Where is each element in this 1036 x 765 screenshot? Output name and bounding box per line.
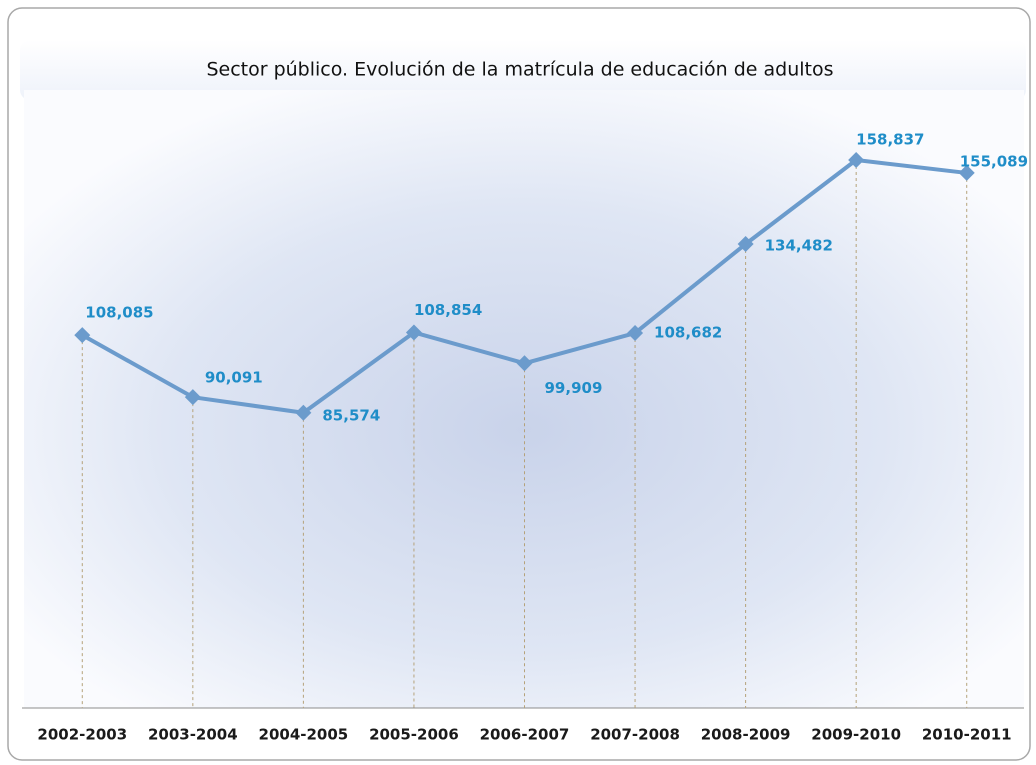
x-tick-label: 2008-2009 [701,726,791,744]
value-label: 90,091 [205,369,263,387]
value-label: 158,837 [856,131,924,149]
x-tick-label: 2003-2004 [148,726,238,744]
value-label: 108,682 [654,324,722,342]
x-tick-label: 2004-2005 [259,726,349,744]
marker [848,152,865,168]
x-tick-label: 2009-2010 [811,726,901,744]
value-label: 134,482 [765,237,833,255]
marker [958,164,975,181]
marker [295,404,312,421]
value-label: 155,089 [960,152,1028,170]
plot-background [24,90,1024,708]
value-label: 85,574 [322,406,380,424]
x-tick-label: 2005-2006 [369,726,459,744]
marker [184,389,201,406]
marker [74,327,91,344]
marker [516,355,533,372]
chart-title: Sector público. Evolución de la matrícul… [206,59,833,81]
value-label: 108,085 [85,304,153,322]
value-label: 99,909 [545,379,603,397]
x-tick-label: 2006-2007 [480,726,570,744]
x-tick-label: 2002-2003 [37,726,127,744]
title-band [20,40,1026,100]
marker [405,324,422,341]
value-label: 108,854 [414,301,482,319]
x-tick-label: 2007-2008 [590,726,680,744]
marker [627,325,644,342]
marker [737,236,754,253]
x-tick-label: 2010-2011 [922,726,1012,744]
